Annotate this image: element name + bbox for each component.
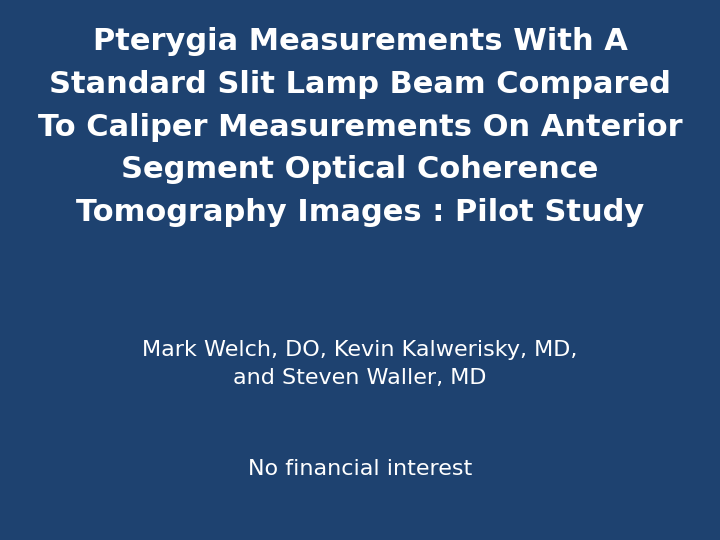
Text: Mark Welch, DO, Kevin Kalwerisky, MD,
and Steven Waller, MD: Mark Welch, DO, Kevin Kalwerisky, MD, an… [143, 340, 577, 388]
Text: Pterygia Measurements With A
Standard Slit Lamp Beam Compared
To Caliper Measure: Pterygia Measurements With A Standard Sl… [37, 27, 683, 227]
Text: No financial interest: No financial interest [248, 459, 472, 479]
